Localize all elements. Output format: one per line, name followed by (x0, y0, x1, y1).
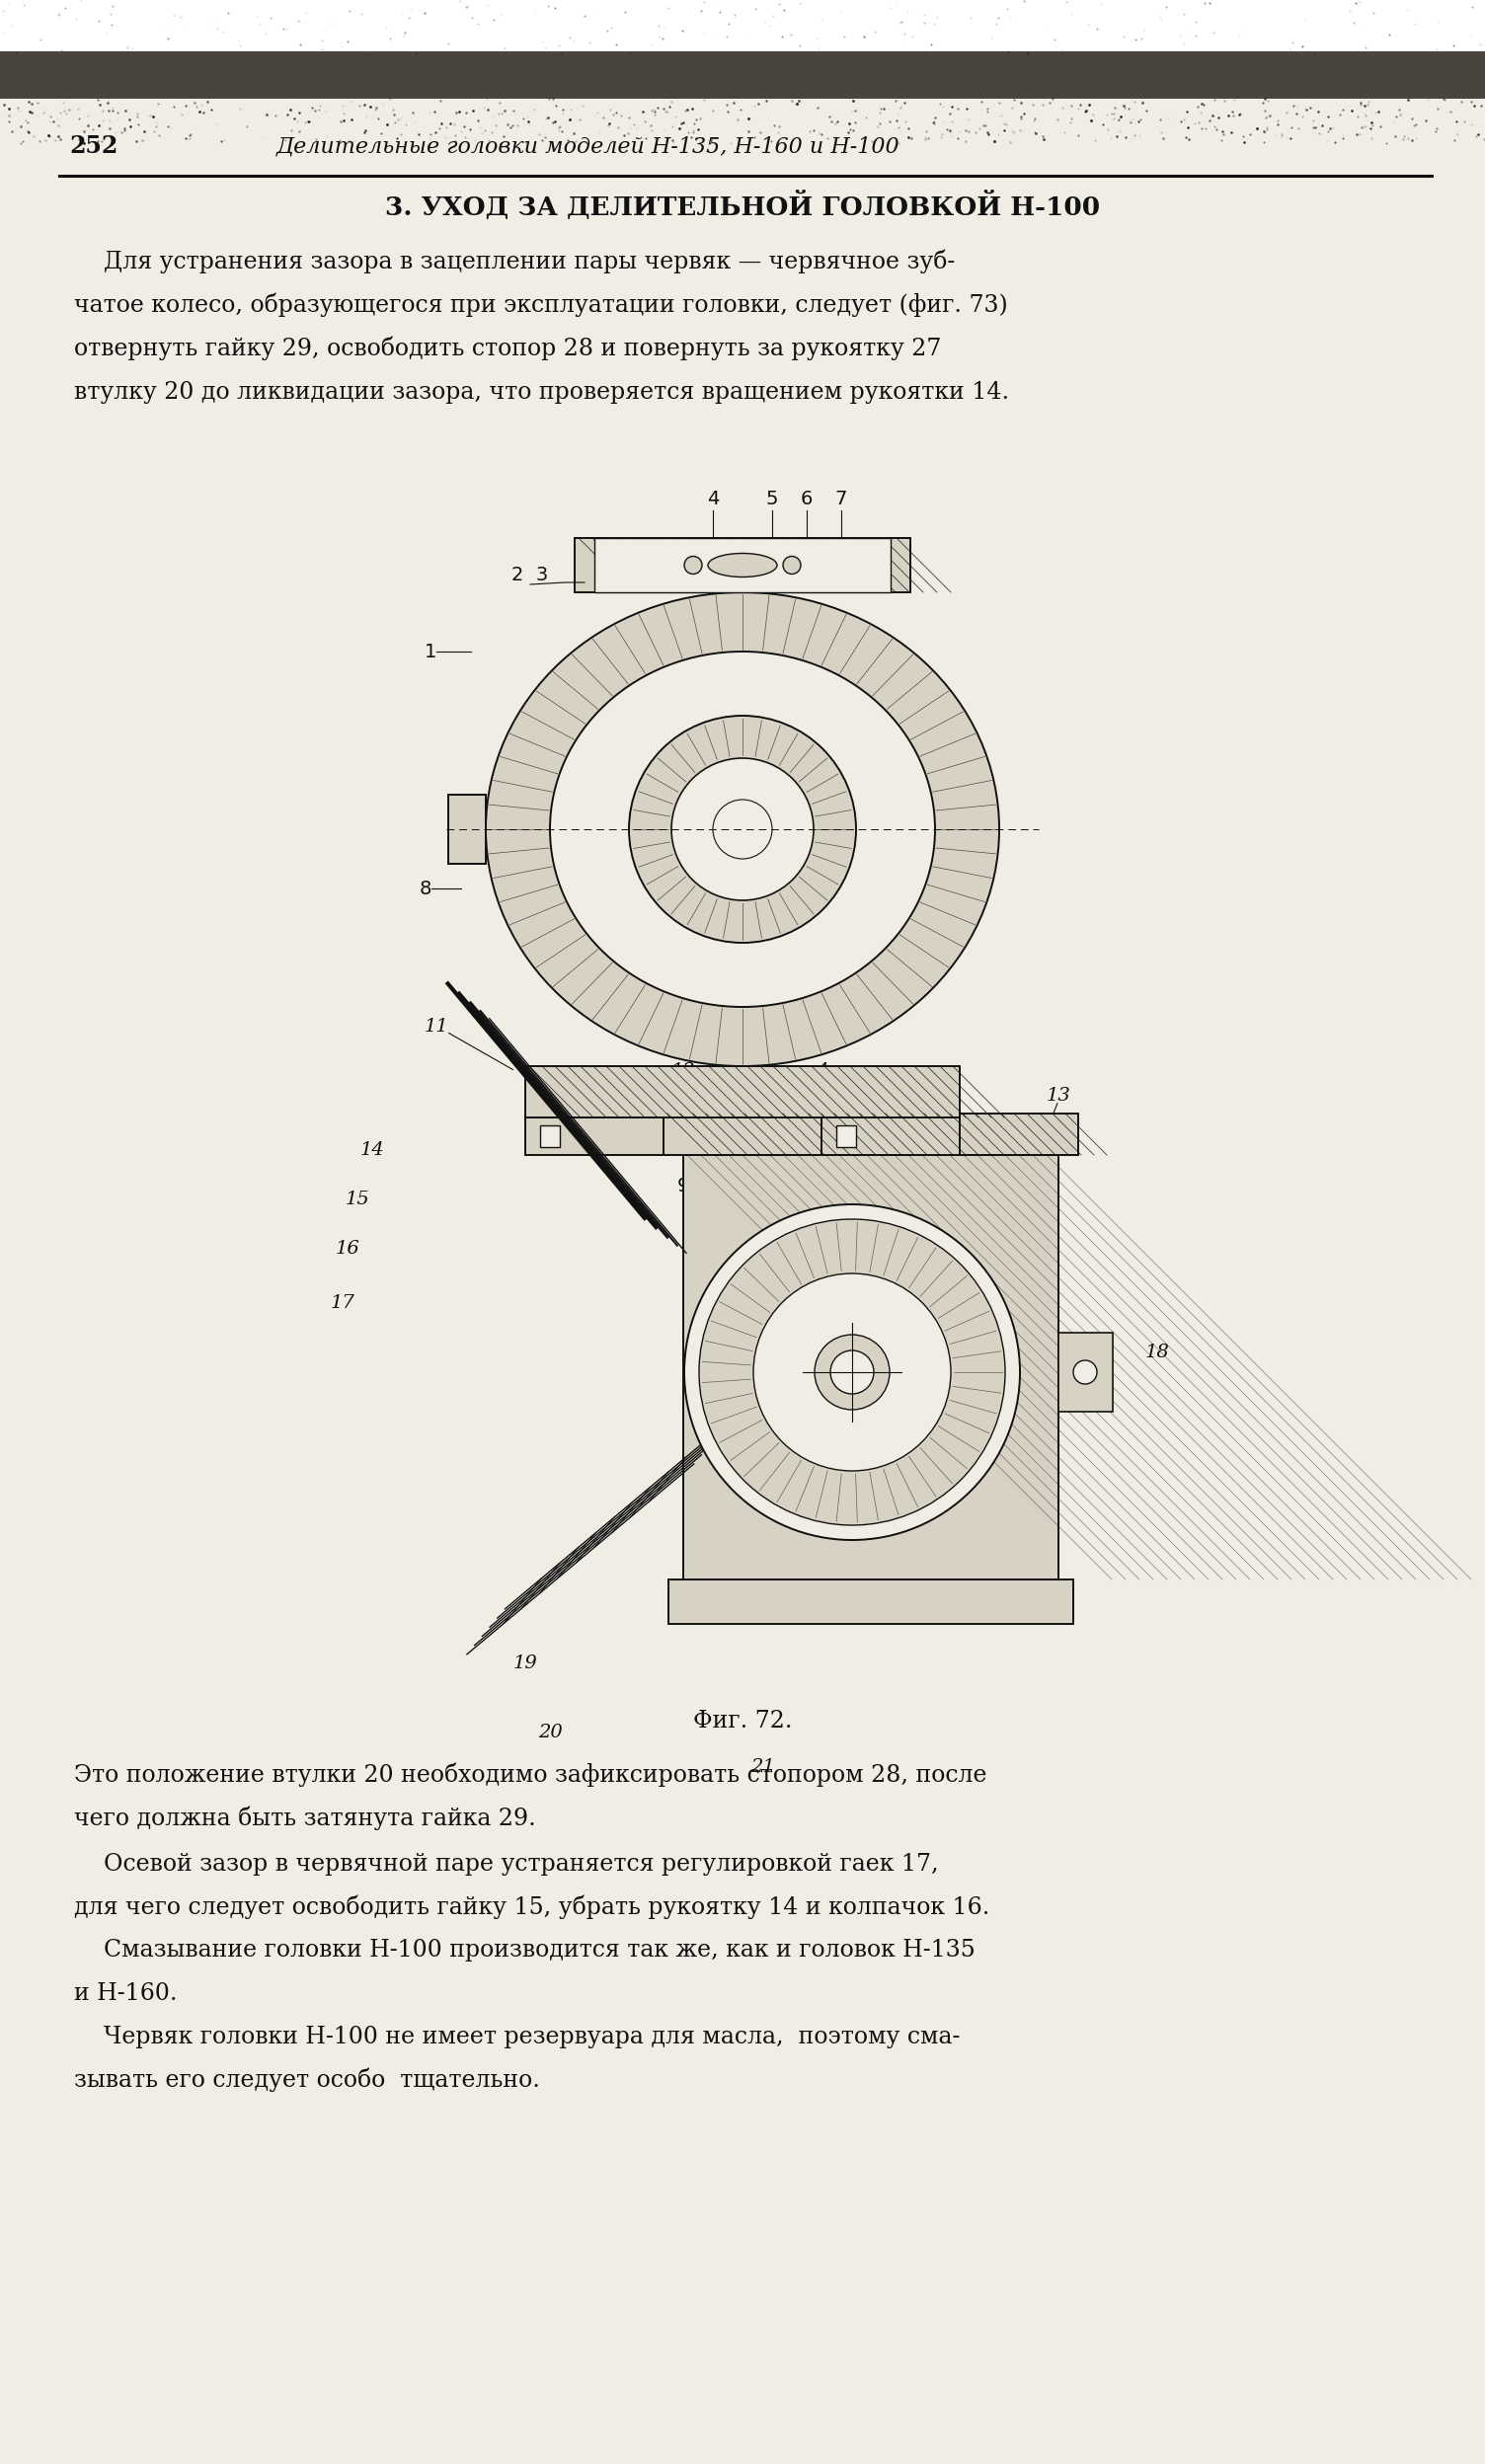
Circle shape (753, 1274, 950, 1471)
Bar (448, 796, 486, 865)
Ellipse shape (486, 591, 999, 1067)
Text: зывать его следует особо  тщательно.: зывать его следует особо тщательно. (74, 2067, 541, 2092)
Text: 11: 11 (425, 1018, 448, 1035)
Bar (526, 1119, 664, 1156)
Bar (668, 1579, 1074, 1624)
Bar (836, 1126, 855, 1148)
Bar (541, 1126, 560, 1148)
Circle shape (699, 1220, 1005, 1525)
Text: 9: 9 (677, 1178, 689, 1195)
Bar (664, 1114, 1078, 1156)
Circle shape (630, 715, 855, 944)
Text: 13: 13 (1047, 1087, 1071, 1104)
Text: 2  3: 2 3 (512, 567, 548, 584)
Text: 19: 19 (512, 1653, 538, 1673)
Text: 17: 17 (330, 1294, 355, 1311)
Bar (821, 1119, 959, 1156)
Text: отвернуть гайку 29, освободить стопор 28 и повернуть за рукоятку 27: отвернуть гайку 29, освободить стопор 28… (74, 335, 941, 360)
Text: чего должна быть затянута гайка 29.: чего должна быть затянута гайка 29. (74, 1806, 536, 1831)
Bar (0, 52, 1485, 99)
Circle shape (713, 801, 772, 860)
Circle shape (734, 557, 751, 574)
Text: 6: 6 (800, 490, 812, 508)
Text: Осевой зазор в червячной паре устраняется регулировкой гаек 17,: Осевой зазор в червячной паре устраняетс… (74, 1853, 939, 1875)
Ellipse shape (708, 554, 777, 577)
Text: 21: 21 (750, 1759, 775, 1777)
Text: Это положение втулки 20 необходимо зафиксировать стопором 28, после: Это положение втулки 20 необходимо зафик… (74, 1762, 988, 1786)
Text: 14: 14 (359, 1141, 385, 1158)
Bar (1059, 1333, 1112, 1412)
Bar (526, 1067, 959, 1119)
Text: для чего следует освободить гайку 15, убрать рукоятку 14 и колпачок 16.: для чего следует освободить гайку 15, уб… (74, 1895, 989, 1919)
Circle shape (815, 1335, 890, 1409)
Text: 10: 10 (799, 1178, 824, 1195)
Text: 8: 8 (419, 880, 432, 897)
Text: 4: 4 (707, 490, 719, 508)
Text: 20: 20 (538, 1725, 563, 1742)
Text: 252: 252 (70, 133, 117, 158)
Text: 18: 18 (1145, 1343, 1169, 1360)
Circle shape (685, 1205, 1020, 1540)
Text: Для устранения зазора в зацеплении пары червяк — червячное зуб-: Для устранения зазора в зацеплении пары … (74, 249, 955, 274)
Circle shape (685, 557, 702, 574)
Text: 3. УХОД ЗА ДЕЛИТЕЛЬНОЙ ГОЛОВКОЙ Н-100: 3. УХОД ЗА ДЕЛИТЕЛЬНОЙ ГОЛОВКОЙ Н-100 (385, 190, 1100, 219)
Text: Червяк головки Н-100 не имеет резервуара для масла,  поэтому сма-: Червяк головки Н-100 не имеет резервуара… (74, 2025, 961, 2048)
Text: и Н-160.: и Н-160. (74, 1981, 177, 2006)
Text: 4: 4 (815, 1062, 827, 1079)
Bar (683, 1156, 1059, 1579)
Text: втулку 20 до ликвидации зазора, что проверяется вращением рукоятки 14.: втулку 20 до ликвидации зазора, что пров… (74, 382, 1010, 404)
Text: Делительные головки моделей Н-135, Н-160 и Н-100: Делительные головки моделей Н-135, Н-160… (276, 136, 900, 158)
Circle shape (1074, 1360, 1097, 1385)
Text: 7: 7 (835, 490, 848, 508)
Text: Фиг. 72.: Фиг. 72. (693, 1710, 792, 1732)
Circle shape (671, 759, 814, 899)
Text: чатое колесо, образующегося при эксплуатации головки, следует (фиг. 73): чатое колесо, образующегося при эксплуат… (74, 293, 1008, 318)
Circle shape (830, 1350, 873, 1395)
Bar (575, 537, 910, 591)
Text: 12: 12 (671, 1062, 695, 1079)
Ellipse shape (549, 650, 936, 1008)
Bar (0, 0, 1485, 54)
Text: 15: 15 (345, 1190, 370, 1207)
Text: 1: 1 (425, 643, 437, 660)
Circle shape (783, 557, 800, 574)
Text: 5: 5 (766, 490, 778, 508)
Bar (594, 537, 891, 591)
Text: 16: 16 (336, 1239, 359, 1257)
Text: Смазывание головки Н-100 производится так же, как и головок Н-135: Смазывание головки Н-100 производится та… (74, 1939, 976, 1961)
